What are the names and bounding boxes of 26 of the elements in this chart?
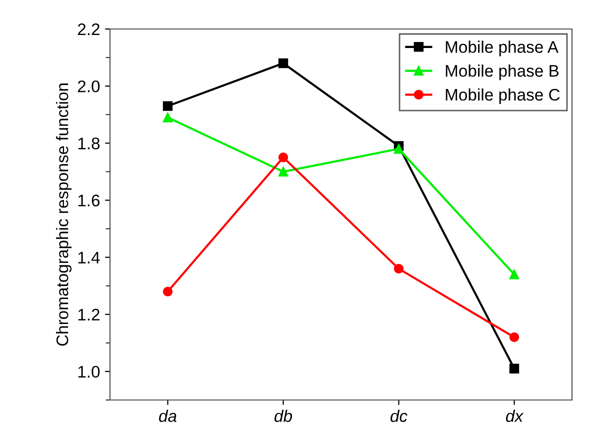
legend-label: Mobile phase C	[446, 88, 560, 104]
point	[278, 152, 288, 162]
point	[509, 364, 520, 374]
point	[509, 270, 520, 280]
legend-label: Mobile phase B	[446, 64, 559, 80]
point	[509, 332, 520, 342]
point	[162, 112, 173, 122]
x-tick-label: dx	[506, 410, 524, 422]
point	[394, 264, 404, 274]
legend-label: Mobile phase A	[446, 40, 558, 56]
y-tick-label: 2.0	[78, 80, 100, 92]
x-tick-label: db	[274, 410, 292, 422]
point	[394, 144, 404, 154]
y-tick-label: 1.8	[78, 138, 100, 150]
point	[162, 101, 173, 111]
y-tick-label: 1.4	[78, 252, 100, 264]
y-tick-label: 1.2	[78, 308, 100, 320]
x-tick-label: dc	[390, 410, 408, 422]
point	[278, 166, 288, 177]
point	[278, 58, 288, 68]
point	[162, 286, 173, 296]
x-tick-label: da	[159, 410, 176, 422]
y-tick-label: 1.6	[78, 194, 100, 206]
y-tick-label: 2.2	[78, 23, 100, 36]
y-tick-label: 1.0	[78, 366, 100, 378]
y-axis-title: Chromatographic response function	[56, 84, 72, 346]
